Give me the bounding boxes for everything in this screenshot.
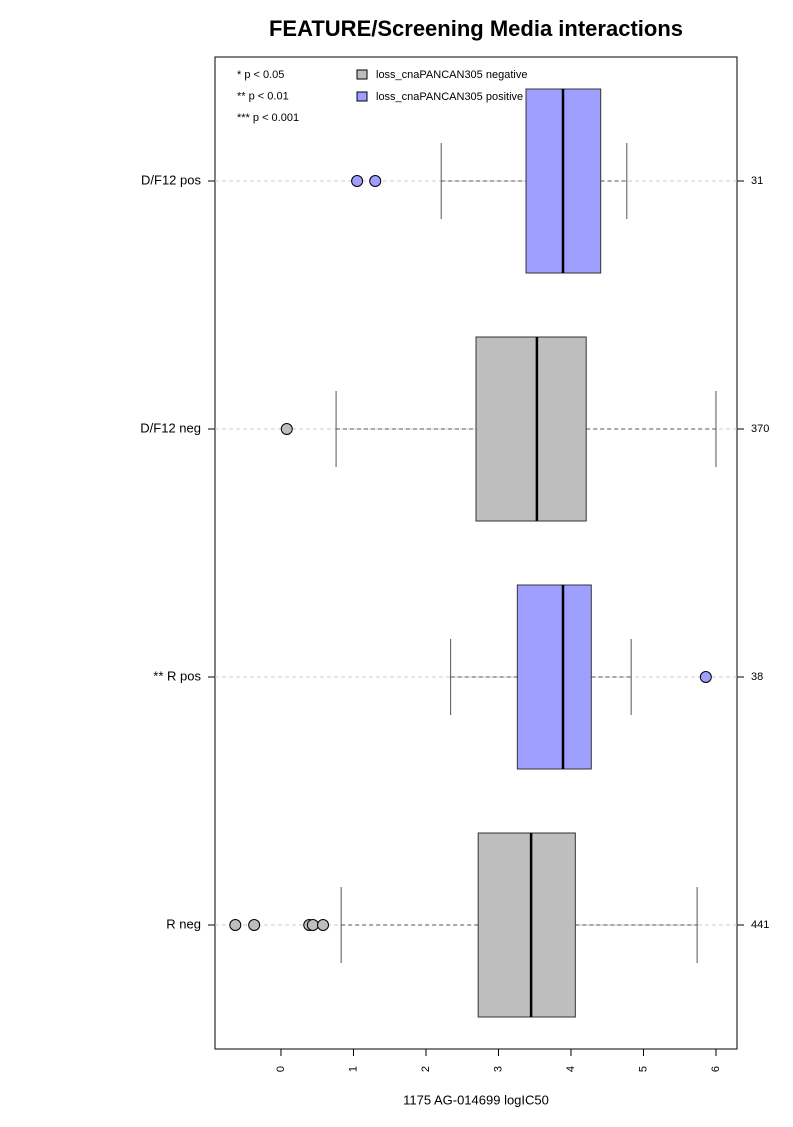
outlier bbox=[351, 175, 364, 187]
outlier bbox=[317, 919, 330, 931]
legend-label: loss_cnaPANCAN305 positive bbox=[376, 91, 523, 103]
count-label: 38 bbox=[751, 671, 763, 683]
legend-label: loss_cnaPANCAN305 negative bbox=[376, 69, 527, 81]
box bbox=[475, 336, 587, 522]
x-tick-label: 2 bbox=[420, 1066, 432, 1072]
box bbox=[516, 584, 592, 770]
x-tick-label: 3 bbox=[492, 1066, 504, 1072]
x-tick-label: 6 bbox=[710, 1066, 722, 1072]
x-axis-label: 1175 AG-014699 logIC50 bbox=[403, 1092, 549, 1107]
count-label: 370 bbox=[751, 423, 769, 435]
count-label: 441 bbox=[751, 919, 769, 931]
plot-frame bbox=[214, 56, 738, 1050]
chart-title: FEATURE/Screening Media interactions bbox=[269, 16, 683, 41]
outlier bbox=[229, 919, 242, 931]
y-tick-label: ** R pos bbox=[153, 668, 201, 683]
x-tick-label: 0 bbox=[275, 1066, 287, 1072]
outlier bbox=[248, 919, 261, 931]
x-tick-label: 1 bbox=[347, 1066, 359, 1072]
legend-swatch bbox=[356, 91, 368, 102]
count-label: 31 bbox=[751, 175, 763, 187]
x-tick-label: 5 bbox=[637, 1066, 649, 1072]
outlier bbox=[699, 671, 712, 683]
note: ** p < 0.01 bbox=[237, 90, 289, 102]
outlier bbox=[306, 919, 319, 931]
note: * p < 0.05 bbox=[237, 69, 284, 81]
legend-swatch bbox=[356, 69, 368, 80]
box bbox=[477, 832, 576, 1018]
y-tick-label: R neg bbox=[166, 916, 201, 931]
y-tick-label: D/F12 neg bbox=[140, 420, 201, 435]
outlier bbox=[369, 175, 382, 187]
y-tick-label: D/F12 pos bbox=[141, 172, 201, 187]
x-tick-label: 4 bbox=[565, 1066, 577, 1072]
outlier bbox=[280, 423, 293, 435]
note: *** p < 0.001 bbox=[237, 112, 299, 124]
